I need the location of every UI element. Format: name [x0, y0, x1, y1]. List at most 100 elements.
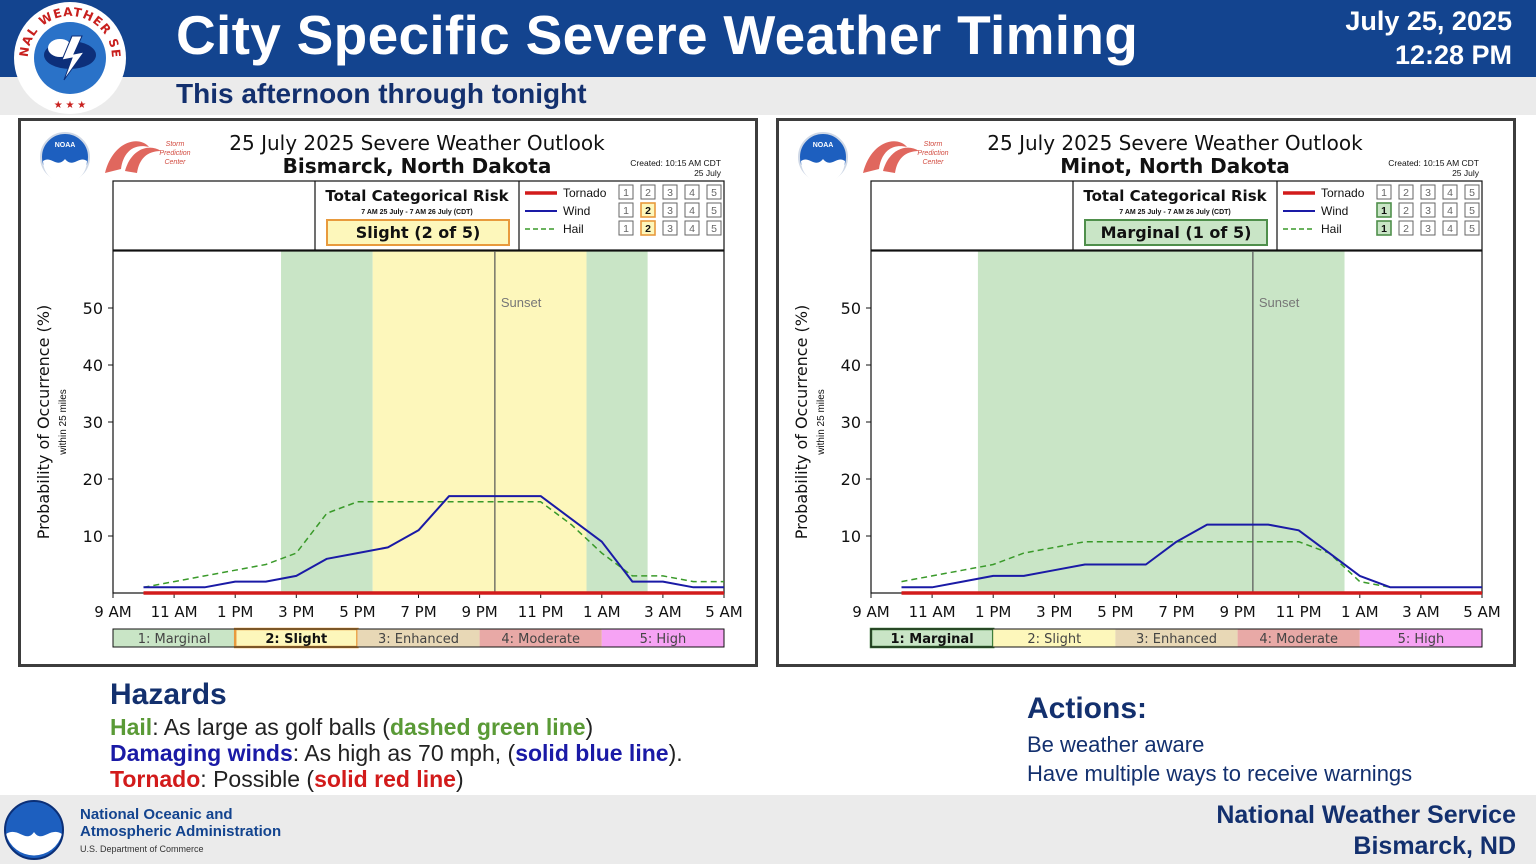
hail-line-desc: dashed green line [389, 714, 586, 740]
risk-header: Total Categorical Risk [325, 187, 509, 205]
x-tick-label: 5 PM [1097, 603, 1133, 621]
noaa-badge-text: NOAA [55, 142, 76, 149]
spc-logo-text: Storm [924, 141, 943, 148]
legend-label-tornado: Tornado [1321, 186, 1365, 200]
x-tick-label: 1 AM [583, 603, 621, 621]
legend-box [1442, 220, 1458, 236]
legend-box [640, 220, 656, 236]
hazard-tornado: Tornado: Possible (solid red line) [110, 766, 683, 792]
risk-legend-label: 5: High [640, 632, 687, 647]
issue-time: 12:28 PM [1394, 40, 1512, 70]
risk-badge [326, 219, 510, 246]
noaa-badge-wave [43, 159, 87, 183]
issue-date: July 25, 2025 [1345, 6, 1512, 36]
risk-legend-frame [870, 628, 1483, 648]
spc-logo-icon [863, 141, 919, 173]
legend-box [684, 202, 700, 218]
sunset-label: Sunset [1259, 295, 1300, 310]
legend-label-wind: Wind [1321, 204, 1348, 218]
page-title: City Specific Severe Weather Timing [176, 4, 1139, 66]
tornado-end: ) [455, 766, 464, 792]
risk-shading-band [372, 251, 587, 593]
risk-legend-cell [601, 629, 724, 647]
legend-box-number: 4 [1447, 223, 1453, 235]
risk-shading-band [586, 251, 648, 593]
legend-box-number: 2 [645, 205, 651, 217]
page-subtitle: This afternoon through tonight [176, 78, 587, 109]
y-tick-label: 20 [841, 470, 861, 489]
legend-box [662, 184, 678, 200]
risk-legend-label: 5: High [1398, 632, 1445, 647]
subtitle-band [0, 77, 1536, 115]
legend-box [640, 202, 656, 218]
risk-legend-label: 3: Enhanced [378, 632, 459, 647]
risk-badge [1084, 219, 1268, 246]
office-signature: National Weather Service Bismarck, ND [1216, 800, 1516, 862]
legend-box-number: 5 [711, 205, 717, 217]
series-line-wind [143, 495, 724, 589]
legend-box [706, 202, 722, 218]
legend-box-number: 4 [689, 205, 695, 217]
legend-box [662, 202, 678, 218]
risk-period: 7 AM 25 July - 7 AM 26 July (CDT) [361, 209, 473, 216]
risk-shading-band [977, 251, 1345, 593]
x-tick-label: 11 AM [151, 603, 198, 621]
legend-box-number: 2 [645, 187, 651, 199]
issue-datetime: July 25, 2025 12:28 PM [1345, 4, 1512, 72]
svg-text:★ ★ ★: ★ ★ ★ [54, 100, 86, 111]
risk-legend-label: 2: Slight [1027, 632, 1081, 647]
y-tick-label: 40 [841, 356, 861, 375]
y-tick-label: 40 [83, 356, 103, 375]
legend-box-number: 5 [1469, 205, 1475, 217]
noaa-logo [4, 800, 64, 860]
legend-box-number: 1 [623, 205, 629, 217]
risk-legend-cell [479, 629, 602, 647]
x-tick-label: 11 AM [909, 603, 956, 621]
legend-box [1398, 202, 1414, 218]
risk-legend-cell [1237, 629, 1360, 647]
legend-box [1376, 202, 1392, 218]
y-tick-label: 50 [841, 299, 861, 318]
legend-box-number: 2 [1403, 223, 1409, 235]
x-tick-label: 1 PM [975, 603, 1011, 621]
series-line-hail [143, 501, 724, 589]
noaa-name: National Oceanic and Atmospheric Adminis… [80, 806, 281, 840]
spc-logo-text: Storm [166, 141, 185, 148]
created-label: Created: 10:15 AM CDT [630, 158, 721, 168]
hail-text: : As large as golf balls ( [152, 714, 390, 740]
chart-bismarck: NOAA Storm Prediction Center 25 July 2025 Se… [34, 131, 743, 649]
created-date: 25 July [1452, 168, 1480, 178]
legend-box [1376, 220, 1392, 236]
legend-box [1464, 220, 1480, 236]
created-label: Created: 10:15 AM CDT [1388, 158, 1479, 168]
legend-box-number: 1 [1381, 223, 1387, 235]
risk-shading-band [281, 251, 373, 593]
y-axis-sublabel: within 25 miles [58, 389, 69, 456]
x-tick-label: 3 PM [278, 603, 314, 621]
noaa-badge-text: NOAA [813, 142, 834, 149]
x-tick-label: 9 PM [1219, 603, 1255, 621]
legend-box-number: 5 [1469, 187, 1475, 199]
x-tick-label: 9 AM [852, 603, 890, 621]
legend-box [1398, 184, 1414, 200]
legend-box-number: 4 [689, 187, 695, 199]
tornado-line-desc: solid red line [314, 766, 456, 792]
legend-box-number: 3 [1425, 187, 1431, 199]
office-line1: National Weather Service [1216, 801, 1516, 829]
risk-header: Total Categorical Risk [1083, 187, 1267, 205]
y-tick-label: 20 [83, 470, 103, 489]
legend-box [662, 220, 678, 236]
risk-legend-label: 2: Slight [265, 632, 327, 647]
risk-legend-label: 4: Moderate [501, 632, 580, 647]
legend-box [1442, 202, 1458, 218]
legend-box-number: 1 [1381, 205, 1387, 217]
risk-legend-cell [357, 629, 480, 647]
legend-box-number: 3 [1425, 205, 1431, 217]
legend-box-number: 1 [623, 187, 629, 199]
legend-box [1464, 202, 1480, 218]
chart-subtitle: Bismarck, North Dakota [283, 154, 552, 178]
legend-box [706, 184, 722, 200]
risk-period: 7 AM 25 July - 7 AM 26 July (CDT) [1119, 209, 1231, 216]
x-tick-label: 3 AM [1402, 603, 1440, 621]
x-tick-label: 5 AM [1463, 603, 1501, 621]
